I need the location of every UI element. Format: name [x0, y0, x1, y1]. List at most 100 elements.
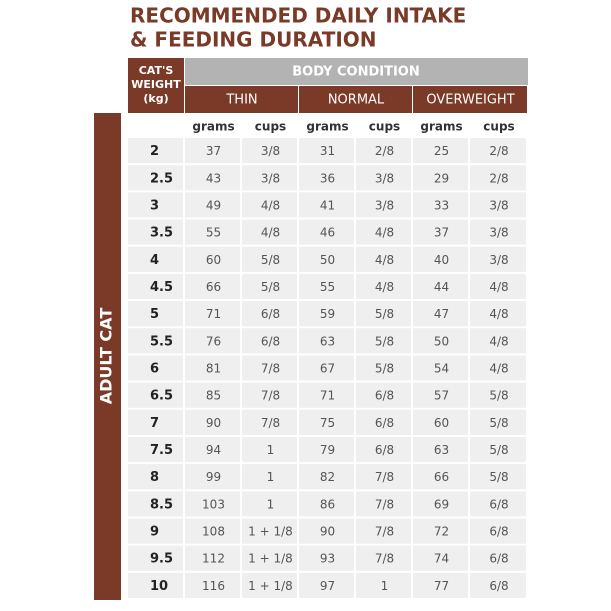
- value-cell: 5/8: [375, 334, 394, 348]
- weight-cell: 9: [150, 525, 159, 540]
- value-cell: 4/8: [261, 226, 280, 240]
- side-band: [94, 113, 121, 600]
- value-cell: 4/8: [489, 334, 508, 348]
- cell: [242, 436, 297, 463]
- value-cell: 2/8: [489, 144, 508, 158]
- value-cell: 54: [434, 362, 449, 376]
- cell: [470, 138, 526, 164]
- value-cell: 63: [320, 334, 335, 348]
- group-label: THIN: [225, 93, 257, 108]
- cell: [128, 328, 183, 354]
- value-cell: 4/8: [375, 253, 394, 267]
- value-cell: 90: [206, 416, 221, 430]
- cell: [242, 355, 297, 381]
- cell: [185, 138, 240, 164]
- value-cell: 6/8: [489, 552, 508, 566]
- group-cell: [299, 86, 412, 113]
- value-cell: 7/8: [261, 389, 280, 403]
- cell: [185, 165, 240, 191]
- cell: [356, 545, 411, 571]
- cell: [128, 355, 183, 381]
- value-cell: 7/8: [375, 470, 394, 484]
- value-cell: 6/8: [261, 307, 280, 321]
- cell: [128, 409, 183, 435]
- cell: [413, 273, 468, 300]
- value-cell: 36: [320, 171, 335, 185]
- cell: [185, 328, 240, 354]
- cell: [413, 165, 468, 191]
- cell: [356, 355, 411, 381]
- value-cell: 1: [381, 579, 389, 593]
- value-cell: 4/8: [489, 280, 508, 294]
- subheader: grams: [192, 120, 234, 134]
- cell: [356, 138, 411, 164]
- cell: [299, 138, 354, 164]
- cell: [242, 545, 297, 571]
- value-cell: 1: [267, 497, 275, 511]
- value-cell: 77: [434, 579, 449, 593]
- value-cell: 37: [206, 144, 221, 158]
- cell: [185, 572, 240, 598]
- value-cell: 5/8: [261, 253, 280, 267]
- value-cell: 46: [320, 226, 335, 240]
- cell: [356, 491, 411, 517]
- cell: [470, 165, 526, 191]
- value-cell: 5/8: [261, 280, 280, 294]
- value-cell: 90: [320, 525, 335, 539]
- cell: [356, 165, 411, 191]
- cell: [128, 491, 183, 517]
- cell: [128, 572, 183, 598]
- value-cell: 7/8: [261, 416, 280, 430]
- cell: [242, 409, 297, 435]
- value-cell: 2/8: [489, 171, 508, 185]
- cell: [242, 138, 297, 164]
- cell: [356, 328, 411, 354]
- value-cell: 72: [434, 525, 449, 539]
- cell: [413, 518, 468, 544]
- group-label: OVERWEIGHT: [426, 93, 514, 108]
- value-cell: 3/8: [489, 226, 508, 240]
- cell: [299, 165, 354, 191]
- value-cell: 5/8: [489, 416, 508, 430]
- value-cell: 86: [320, 497, 335, 511]
- cell: [299, 436, 354, 463]
- subheader: cups: [255, 120, 286, 134]
- cell: [413, 328, 468, 354]
- weight-header: (kg): [143, 92, 168, 105]
- cell: [242, 491, 297, 517]
- weight-cell: 2.5: [150, 171, 173, 186]
- value-cell: 57: [434, 389, 449, 403]
- group-label: NORMAL: [328, 93, 385, 108]
- value-cell: 97: [320, 579, 335, 593]
- cell: [185, 436, 240, 463]
- title-line: & FEEDING DURATION: [130, 28, 377, 52]
- value-cell: 44: [434, 280, 449, 294]
- weight-cell: 9.5: [150, 552, 173, 567]
- value-cell: 6/8: [261, 334, 280, 348]
- cell: [470, 301, 526, 327]
- value-cell: 99: [206, 470, 221, 484]
- cell: [185, 382, 240, 408]
- subheader: grams: [420, 120, 462, 134]
- weight-header: CAT'S: [139, 64, 174, 77]
- value-cell: 29: [434, 171, 449, 185]
- value-cell: 82: [320, 470, 335, 484]
- value-cell: 112: [202, 552, 225, 566]
- value-cell: 59: [320, 307, 335, 321]
- cell: [299, 382, 354, 408]
- weight-header-cell: [128, 58, 184, 113]
- value-cell: 6/8: [375, 416, 394, 430]
- cell: [413, 572, 468, 598]
- cell: [185, 464, 240, 490]
- cell: [128, 273, 183, 300]
- value-cell: 1 + 1/8: [248, 552, 293, 566]
- cell: [413, 219, 468, 245]
- value-cell: 74: [434, 552, 449, 566]
- value-cell: 93: [320, 552, 335, 566]
- value-cell: 81: [206, 362, 221, 376]
- cell: [128, 192, 183, 218]
- weight-cell: 4: [150, 253, 159, 268]
- cell: [185, 273, 240, 300]
- cell: [299, 491, 354, 517]
